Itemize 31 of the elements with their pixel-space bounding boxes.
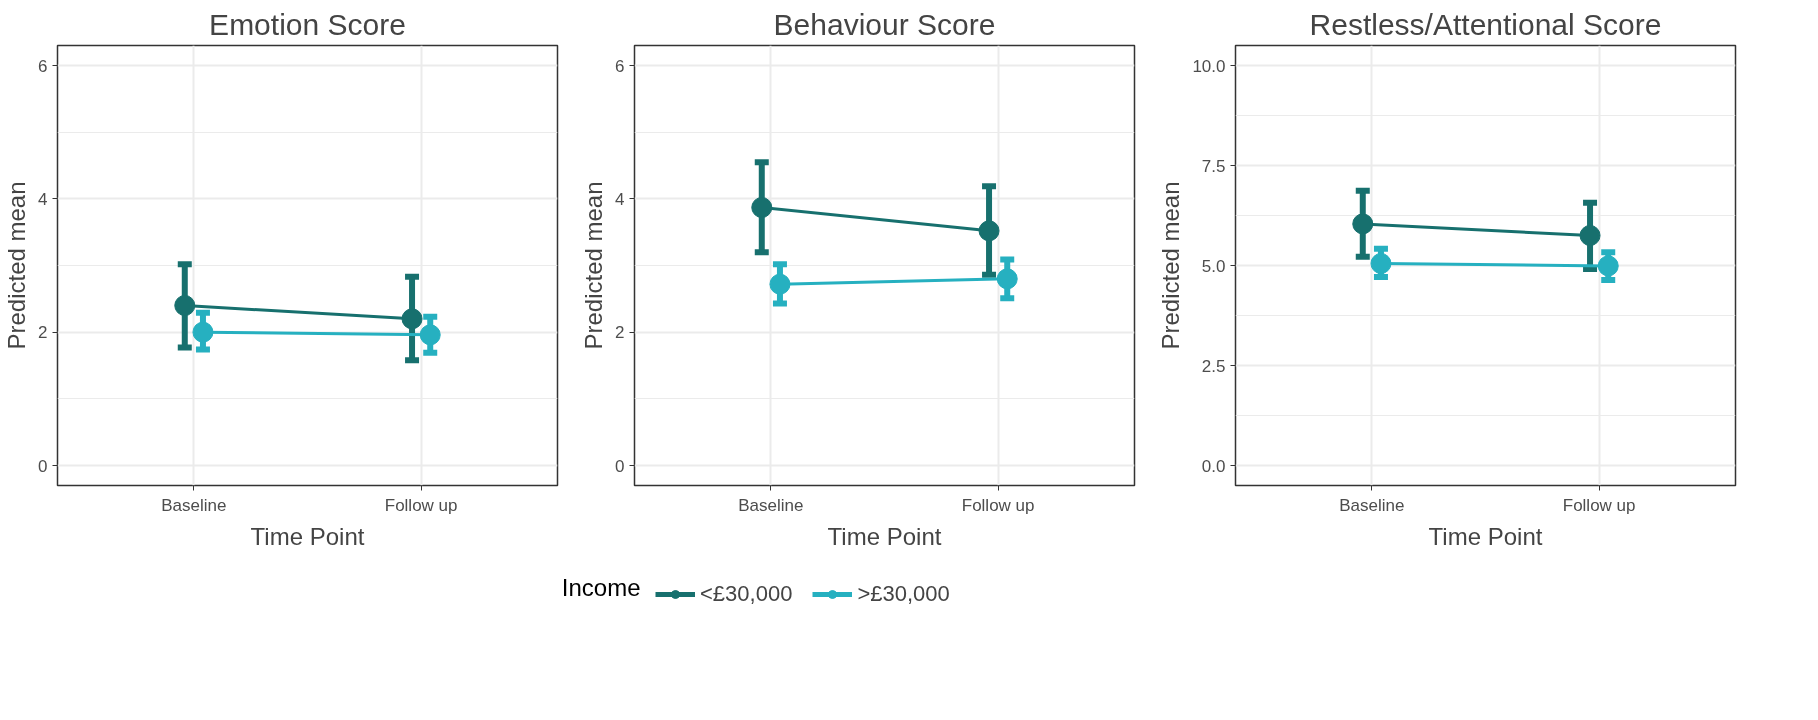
y-tick-label: 0.0 xyxy=(1201,456,1226,476)
x-tick-label: Baseline xyxy=(1339,495,1405,515)
x-tick-label: Follow up xyxy=(384,495,458,515)
x-tick-label: Follow up xyxy=(961,495,1035,515)
chart-title: Restless/Attentional Score xyxy=(1309,7,1662,41)
legend-title: Income xyxy=(561,574,641,601)
legend-label: <£30,000 xyxy=(700,581,793,607)
y-tick-label: 0 xyxy=(38,456,48,476)
y-tick-label: 6 xyxy=(615,56,625,76)
legend-label: >£30,000 xyxy=(857,581,950,607)
x-axis-title: Time Point xyxy=(1428,522,1543,550)
y-axis-title: Predicted mean xyxy=(580,181,608,350)
x-axis-title: Time Point xyxy=(250,522,365,550)
y-tick-label: 7.5 xyxy=(1201,156,1226,176)
y-axis-title: Predicted mean xyxy=(3,181,31,350)
y-tick-label: 4 xyxy=(615,189,625,209)
y-axis-title: Predicted mean xyxy=(1157,181,1185,350)
y-tick-label: 5.0 xyxy=(1201,256,1226,276)
y-tick-label: 10.0 xyxy=(1192,56,1226,76)
x-tick-label: Follow up xyxy=(1562,495,1636,515)
x-axis-title: Time Point xyxy=(827,522,942,550)
y-tick-label: 2 xyxy=(38,323,48,343)
chart-title: Emotion Score xyxy=(209,7,406,41)
x-tick-label: Baseline xyxy=(161,495,227,515)
chart-title: Behaviour Score xyxy=(773,7,996,41)
y-tick-label: 4 xyxy=(38,189,48,209)
x-tick-label: Baseline xyxy=(738,495,804,515)
y-tick-label: 2 xyxy=(615,323,625,343)
y-tick-label: 2.5 xyxy=(1201,356,1226,376)
y-tick-label: 0 xyxy=(615,456,625,476)
y-tick-label: 6 xyxy=(38,56,48,76)
